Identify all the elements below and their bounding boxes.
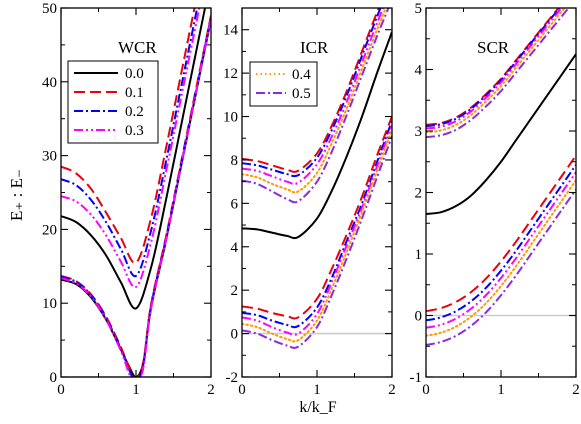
series-line-0-1-lower xyxy=(426,155,576,313)
x-axis-label: k/k_F xyxy=(299,399,336,416)
series-line-0-3-lower xyxy=(61,18,211,377)
series-line-0-2-upper xyxy=(242,8,382,178)
y-tick-label: 2 xyxy=(231,283,239,299)
series-line-0-4-upper xyxy=(242,8,387,194)
series-line-0-2-lower xyxy=(242,120,392,329)
series-line-0-3-lower xyxy=(426,171,576,329)
series-line-0-3-upper xyxy=(426,8,563,130)
legend-label: 0.4 xyxy=(292,67,311,83)
panel-title: WCR xyxy=(118,38,157,57)
y-tick-label: 4 xyxy=(231,240,239,256)
series-line-0-1-lower xyxy=(242,116,392,320)
legend-label: 0.1 xyxy=(125,85,144,101)
legend: 0.0 0.1 0.2 0.3 xyxy=(67,60,159,144)
y-tick-label: 6 xyxy=(231,196,239,212)
series-line-0-0-upper xyxy=(61,8,207,310)
y-tick-label: 14 xyxy=(223,23,239,39)
series-line-0-0-upper xyxy=(242,31,392,240)
series-line-0-3-upper xyxy=(61,8,201,289)
y-tick-label: 0 xyxy=(50,370,58,386)
legend-label: 0.5 xyxy=(292,86,311,102)
series-line-0-4-lower xyxy=(426,179,576,337)
y-tick-label: 12 xyxy=(223,66,238,82)
x-tick-label: 0 xyxy=(422,382,430,398)
y-tick-label: -2 xyxy=(226,370,239,386)
legend-label: 0.0 xyxy=(125,66,144,82)
panel-wcr: 0 10 20 30 40 50 0 1 2 WCR 0.0 0.1 0.2 0.3 xyxy=(42,1,215,398)
x-tick-label: 1 xyxy=(313,382,321,398)
curves xyxy=(242,8,392,349)
series-line-0-5-lower xyxy=(242,135,392,349)
y-tick-label: 40 xyxy=(42,75,57,91)
y-tick-label: 1 xyxy=(415,247,423,263)
y-tick-label: 4 xyxy=(415,63,423,79)
series-line-0-4-lower xyxy=(242,128,392,343)
series-line-0-3-lower xyxy=(242,124,392,336)
y-axis-label: E₊ : E₋ xyxy=(7,169,26,221)
y-tick-label: 10 xyxy=(42,296,57,312)
panel-title: ICR xyxy=(300,38,329,57)
legend-box xyxy=(249,61,318,107)
y-tick-label: 30 xyxy=(42,149,57,165)
series-line-0-5-upper xyxy=(242,8,390,204)
legend: 0.40.5 xyxy=(249,61,318,107)
series-line-0-2-lower xyxy=(426,164,576,322)
series-line-0-5-upper xyxy=(426,8,570,139)
x-tick-label: 2 xyxy=(572,382,580,398)
series-line-0-4-upper xyxy=(426,8,566,134)
y-tick-label: 2 xyxy=(415,186,423,202)
x-tick-label: 1 xyxy=(132,382,140,398)
legend-label: 0.3 xyxy=(125,123,144,139)
panel-title: SCR xyxy=(477,38,510,57)
series-line-0-0-upper xyxy=(426,53,576,216)
x-tick-label: 0 xyxy=(238,382,246,398)
series-line-0-1-upper xyxy=(61,8,196,264)
y-tick-label: 8 xyxy=(231,153,239,169)
y-tick-label: 5 xyxy=(415,1,423,17)
y-tick-label: 50 xyxy=(42,1,57,17)
series-line-0-1-upper xyxy=(426,8,560,126)
x-tick-label: 0 xyxy=(57,382,65,398)
x-tick-label: 1 xyxy=(497,382,505,398)
y-tick-label: -1 xyxy=(410,370,423,386)
series-line-0-1-upper xyxy=(242,8,380,173)
curves xyxy=(61,8,211,377)
curves xyxy=(426,8,576,347)
y-tick-label: 20 xyxy=(42,222,57,238)
y-tick-label: 0 xyxy=(415,309,423,325)
x-tick-label: 2 xyxy=(388,382,396,398)
series-line-0-2-upper xyxy=(426,8,561,128)
legend-label: 0.2 xyxy=(125,104,144,120)
y-tick-label: 3 xyxy=(415,124,423,140)
series-line-0-5-lower xyxy=(426,188,576,347)
y-tick-label: 0 xyxy=(231,327,239,343)
series-line-0-3-upper xyxy=(242,8,385,185)
x-tick-label: 2 xyxy=(207,382,215,398)
y-tick-label: 10 xyxy=(223,110,238,126)
